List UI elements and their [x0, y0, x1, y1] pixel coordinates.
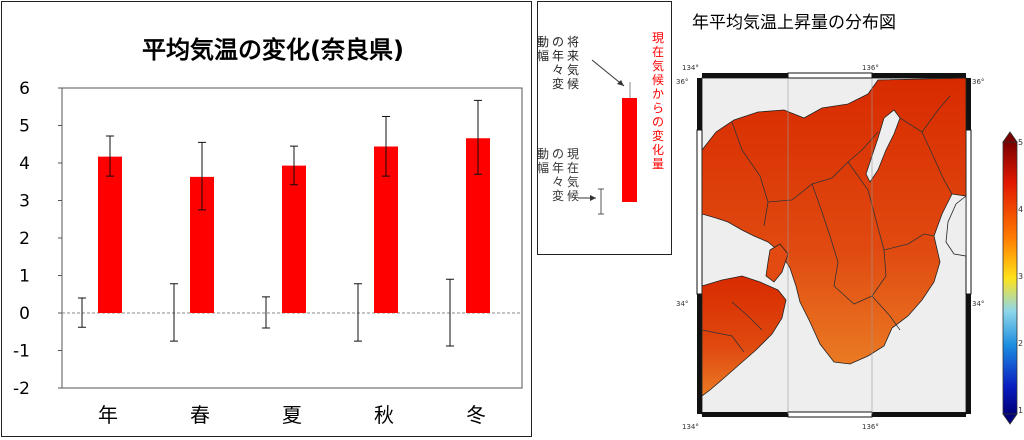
colorbar-label: 2: [1018, 339, 1023, 348]
svg-text:現在気候からの変化量: 現在気候からの変化量: [652, 31, 664, 171]
future-arrow: [591, 59, 625, 87]
map-title: 年平均気温上昇量の分布図: [692, 13, 896, 33]
ise-bay: [945, 195, 967, 257]
lon-label: 134°: [682, 423, 699, 431]
svg-text:将来気候の年々変動幅: 将来気候の年々変動幅: [538, 35, 579, 91]
future-arrow-head: [617, 80, 624, 86]
y-tick-label: 6: [19, 79, 30, 99]
change-label: 現在気候からの変化量: [652, 31, 664, 171]
temperature-map: 134° 136° 134° 136° 36° 36° 34° 34° 5 4 …: [676, 64, 1023, 431]
lat-label: 34°: [972, 300, 984, 308]
land-shikoku: [701, 275, 787, 397]
y-tick-label: -2: [13, 379, 30, 399]
change-bar: [98, 156, 122, 313]
svg-text:現在気候の年々変動幅: 現在気候の年々変動幅: [538, 147, 579, 203]
y-tick-label: -1: [13, 342, 30, 362]
map-frame-tick: [965, 129, 972, 295]
lat-label: 36°: [972, 78, 984, 86]
y-tick-label: 5: [19, 117, 30, 137]
lat-label: 36°: [676, 78, 688, 86]
map-frame-tick: [787, 411, 873, 418]
colorbar-bottom-cap: [1002, 413, 1018, 425]
map-frame-tick: [696, 129, 703, 295]
lon-label: 134°: [682, 64, 699, 72]
y-tick-label: 4: [19, 154, 30, 174]
colorbar-label: 3: [1018, 272, 1023, 281]
legend-graphic: 将来気候の年々変動幅 現在気候の年々変動幅 現在気候からの変化量: [538, 31, 664, 215]
future-label: 将来気候の年々変動幅: [538, 35, 579, 91]
lon-label: 136°: [862, 423, 879, 431]
present-label: 現在気候の年々変動幅: [538, 147, 579, 203]
colorbar-label: 4: [1018, 205, 1023, 214]
chart-panel: 平均気温の変化(奈良県) 6 5 4 3 2 1 0 -1 -2 年 春 夏 秋 冬: [1, 1, 532, 437]
y-tick-label: 2: [19, 229, 30, 249]
land-honshu: [701, 77, 967, 365]
change-swatch: [622, 98, 637, 202]
colorbar-label: 5: [1018, 138, 1023, 147]
prefecture-boundaries: [701, 95, 953, 353]
x-tick-label: 春: [190, 403, 210, 427]
x-tick-label: 年: [98, 403, 118, 427]
land-awaji: [765, 243, 789, 283]
x-tick-label: 秋: [374, 403, 394, 427]
chart-title: 平均気温の変化(奈良県): [142, 36, 404, 64]
graticule: [787, 78, 873, 414]
x-tick-label: 冬: [466, 403, 486, 427]
y-tick-label: 0: [19, 304, 30, 324]
colorbar: [1002, 141, 1018, 415]
lake-biwa: [865, 109, 901, 183]
legend-panel: 将来気候の年々変動幅 現在気候の年々変動幅 現在気候からの変化量: [537, 1, 672, 255]
change-bar: [282, 165, 306, 313]
present-arrow-head: [590, 195, 596, 201]
lat-label: 34°: [676, 300, 688, 308]
x-tick-label: 夏: [282, 403, 302, 427]
map-frame-tick: [787, 72, 873, 79]
y-tick-label: 1: [19, 267, 30, 287]
y-tick-label: 3: [19, 192, 30, 212]
map-panel: 年平均気温上昇量の分布図: [672, 0, 1024, 440]
colorbar-label: 1: [1018, 406, 1023, 415]
lon-label: 136°: [862, 64, 879, 72]
bar-chart: 平均気温の変化(奈良県) 6 5 4 3 2 1 0 -1 -2 年 春 夏 秋 冬: [13, 36, 523, 427]
colorbar-top-cap: [1002, 131, 1018, 143]
